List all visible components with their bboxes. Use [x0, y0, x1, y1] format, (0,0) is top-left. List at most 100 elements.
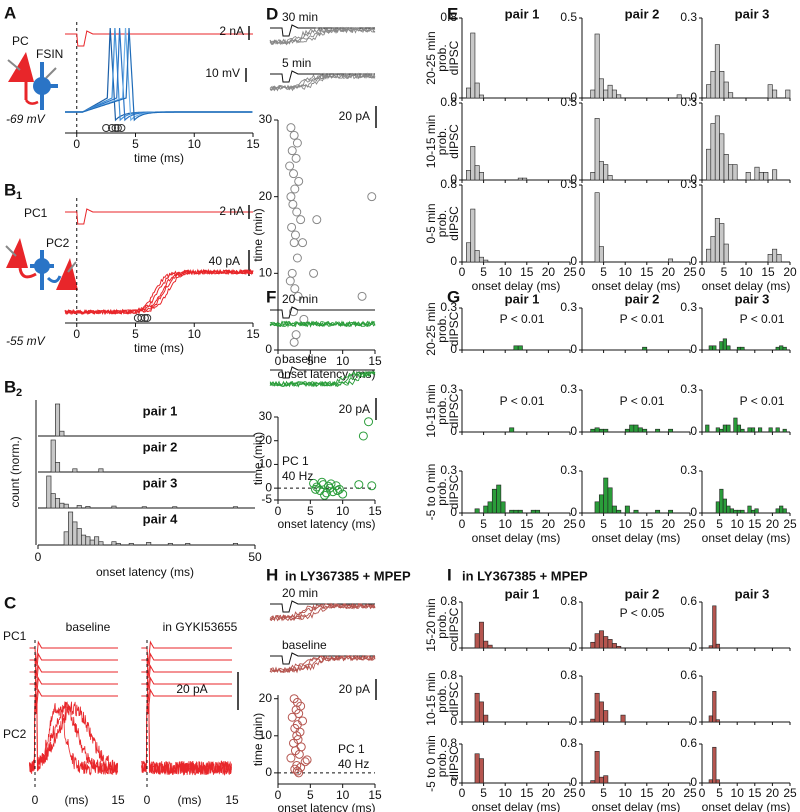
trace [64, 268, 254, 316]
x-axis-label: onset delay (ms) [592, 531, 681, 545]
bar [733, 417, 738, 433]
bar [232, 506, 238, 509]
bar [111, 505, 117, 509]
point [285, 161, 295, 171]
cell-label: PC2 [46, 236, 70, 250]
trace [270, 600, 375, 613]
trace-label: 5 min [282, 56, 311, 70]
x-tick-label: 10 [619, 517, 633, 531]
bar [715, 779, 720, 784]
x-tick-label: 10 [336, 504, 350, 518]
panel-label: H [266, 565, 278, 584]
electrode [5, 245, 17, 257]
bar [487, 501, 493, 514]
point [367, 481, 377, 491]
bar [637, 427, 643, 433]
bar [620, 714, 626, 723]
x-tick-label: 15 [368, 354, 382, 368]
bar [710, 71, 716, 99]
bar [775, 427, 780, 433]
bar [676, 94, 682, 99]
x-tick-label: 20 [662, 517, 676, 531]
panel-title: in LY367385 + MPEP [462, 568, 588, 583]
bar [590, 89, 596, 99]
y-tick-label: 0 [690, 640, 697, 654]
cell-label: PC1 [3, 629, 27, 643]
bar [522, 177, 528, 181]
series-title: pair 4 [143, 511, 178, 526]
fsin-soma [33, 77, 51, 95]
series-title: pair 1 [143, 403, 178, 418]
point [286, 123, 296, 133]
bar [772, 169, 778, 181]
bar [712, 746, 717, 784]
point [291, 330, 301, 340]
bar [736, 346, 742, 351]
point [322, 488, 331, 498]
x-axis-label: onset delay (ms) [702, 531, 791, 545]
bar [590, 172, 596, 181]
bar [590, 428, 596, 433]
x-tick-label: 20 [542, 265, 556, 279]
x-tick-label: 10 [499, 786, 513, 800]
y-tick-label: 0 [690, 714, 697, 728]
point [289, 169, 299, 179]
bar [668, 428, 674, 433]
x-tick-label: 5 [480, 517, 487, 531]
y-axis-label: prob. [435, 210, 449, 237]
bar [712, 345, 717, 351]
bar [655, 509, 661, 514]
bar [232, 542, 238, 546]
bar [94, 536, 100, 546]
x-tick-label: 25 [683, 786, 697, 800]
bar [728, 164, 734, 181]
bar [594, 501, 600, 514]
y-tick-label: 0 [450, 505, 457, 519]
x-tick-label: 15 [246, 327, 260, 341]
bar [758, 427, 763, 433]
bar [594, 427, 600, 433]
bar [705, 424, 710, 433]
scale-label: 20 pA [339, 682, 370, 696]
bar [715, 719, 720, 723]
bar [598, 246, 604, 263]
bar [710, 123, 716, 181]
y-axis-label: dIPSC [447, 681, 461, 716]
bar [474, 508, 480, 514]
row-label: 20-25 min [424, 31, 438, 84]
bar [728, 92, 734, 99]
bar [517, 509, 523, 514]
x-tick-label: 25 [683, 517, 697, 531]
bar [750, 509, 756, 514]
bar [478, 172, 484, 181]
cell-label: FSIN [36, 47, 63, 61]
point [364, 417, 374, 427]
bar [723, 154, 729, 181]
x-tick-label: 0 [35, 550, 42, 564]
bar [779, 345, 784, 351]
bar [500, 501, 506, 514]
y-axis-label: count (norm.) [8, 436, 22, 507]
point [296, 742, 306, 752]
trace [269, 26, 376, 45]
panel-label: I [447, 565, 452, 584]
bar [712, 691, 717, 723]
bar [754, 508, 759, 514]
y-tick-label: 0.3 [680, 463, 697, 477]
trace [269, 72, 376, 92]
x-tick-label: 0 [579, 517, 586, 531]
bar [59, 502, 65, 509]
trace-label: baseline [282, 638, 327, 652]
y-tick-label: 0 [570, 714, 577, 728]
x-tick-label: 15 [246, 137, 260, 151]
pc2-triangle [56, 258, 78, 290]
bar [535, 509, 541, 514]
series-title: pair 2 [143, 439, 178, 454]
x-axis-label: onset delay (ms) [472, 531, 561, 545]
bar [513, 345, 519, 351]
x-tick-label: 15 [520, 517, 534, 531]
bar [50, 493, 56, 509]
x-tick-label: 10 [731, 786, 745, 800]
bar [775, 508, 780, 514]
trace-label: 30 min [282, 10, 318, 24]
